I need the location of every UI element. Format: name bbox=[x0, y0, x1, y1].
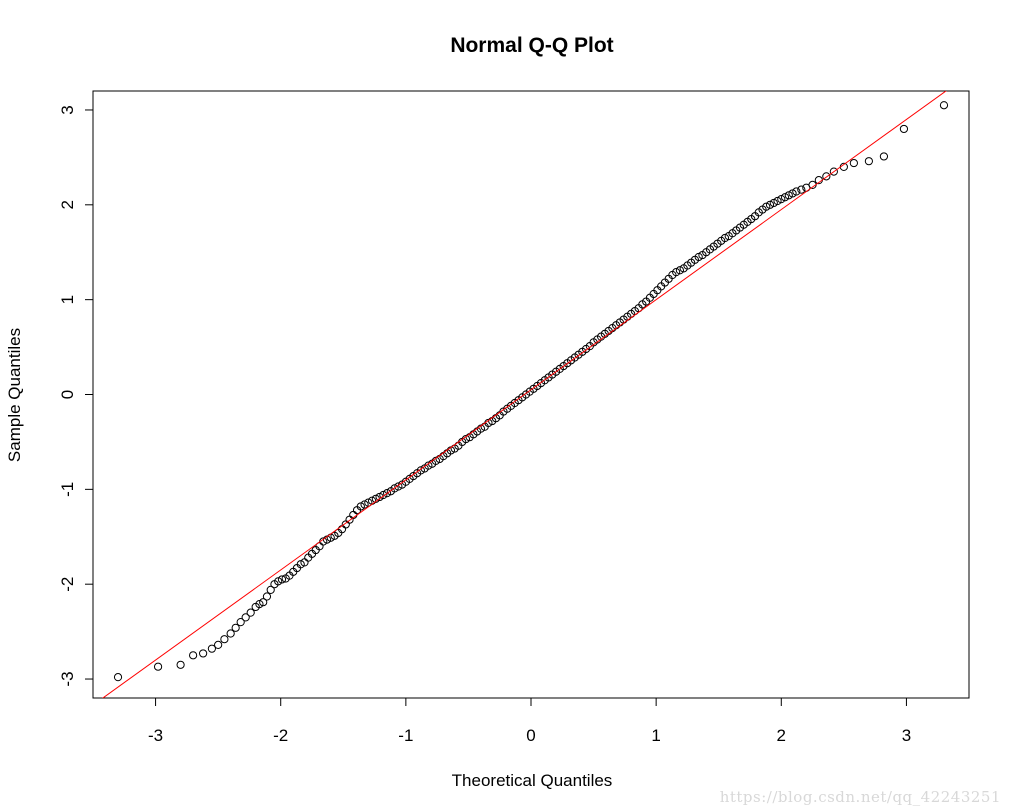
data-point bbox=[879, 152, 889, 161]
data-point bbox=[792, 187, 801, 196]
data-point bbox=[214, 640, 223, 649]
y-tick-label: -2 bbox=[58, 577, 77, 592]
x-tick-label: 1 bbox=[651, 726, 660, 745]
data-point bbox=[939, 101, 949, 110]
data-point bbox=[236, 618, 245, 627]
x-tick-label: -1 bbox=[398, 726, 413, 745]
data-point bbox=[379, 490, 388, 500]
chart-title: Normal Q-Q Plot bbox=[450, 34, 613, 57]
data-point bbox=[277, 575, 287, 584]
y-tick-label: 2 bbox=[58, 200, 77, 209]
data-point bbox=[416, 466, 425, 475]
x-axis: -3 -2 -1 0 1 2 3 bbox=[148, 698, 911, 745]
data-point bbox=[788, 189, 797, 198]
data-point bbox=[394, 482, 403, 491]
reference-line bbox=[102, 91, 947, 698]
data-point bbox=[780, 193, 790, 202]
data-point bbox=[390, 484, 399, 493]
data-point bbox=[189, 651, 198, 660]
y-tick-label: 1 bbox=[58, 295, 77, 304]
data-point bbox=[262, 592, 272, 601]
data-point bbox=[207, 644, 216, 653]
y-tick-label: 0 bbox=[58, 390, 77, 399]
data-point bbox=[176, 660, 185, 669]
x-tick-label: 0 bbox=[526, 726, 535, 745]
data-point bbox=[784, 191, 793, 200]
data-point bbox=[360, 500, 369, 509]
data-point bbox=[720, 233, 730, 243]
data-point bbox=[849, 158, 858, 168]
data-point bbox=[675, 266, 685, 275]
data-point bbox=[375, 492, 384, 502]
data-point bbox=[259, 598, 268, 607]
data-point bbox=[762, 202, 771, 211]
data-point bbox=[113, 673, 123, 682]
data-point bbox=[226, 629, 235, 638]
data-point bbox=[231, 623, 240, 632]
data-point bbox=[364, 498, 373, 507]
x-tick-label: -2 bbox=[273, 726, 288, 745]
data-point bbox=[694, 252, 703, 262]
x-axis-label: Theoretical Quantiles bbox=[452, 771, 613, 790]
data-point bbox=[672, 268, 681, 277]
data-point bbox=[153, 662, 163, 671]
data-point bbox=[899, 124, 909, 134]
x-tick-label: -3 bbox=[148, 726, 163, 745]
data-point bbox=[797, 185, 806, 194]
data-point bbox=[822, 172, 831, 181]
data-point bbox=[241, 613, 250, 622]
y-tick-label: 3 bbox=[58, 105, 77, 114]
data-point bbox=[777, 195, 786, 204]
data-point bbox=[255, 600, 264, 609]
y-tick-label: -1 bbox=[58, 482, 77, 497]
data-point bbox=[274, 577, 283, 586]
data-point bbox=[765, 200, 775, 209]
data-points bbox=[113, 101, 949, 682]
data-point bbox=[220, 635, 229, 644]
y-axis-label: Sample Quantiles bbox=[5, 328, 24, 462]
data-point bbox=[246, 608, 255, 617]
data-point bbox=[382, 489, 392, 498]
x-tick-label: 2 bbox=[777, 726, 786, 745]
data-point bbox=[199, 649, 208, 658]
data-point bbox=[773, 196, 782, 206]
data-point bbox=[356, 502, 365, 511]
data-point bbox=[769, 198, 778, 208]
data-point bbox=[829, 167, 838, 176]
y-tick-label: -3 bbox=[58, 671, 77, 686]
data-point bbox=[864, 157, 873, 166]
watermark-text: https://blog.csdn.net/qq_42243251 bbox=[719, 788, 1001, 806]
data-point bbox=[266, 585, 275, 594]
x-tick-label: 3 bbox=[902, 726, 911, 745]
y-axis: -3 -2 -1 0 1 2 3 bbox=[58, 105, 93, 687]
data-point bbox=[296, 560, 305, 569]
